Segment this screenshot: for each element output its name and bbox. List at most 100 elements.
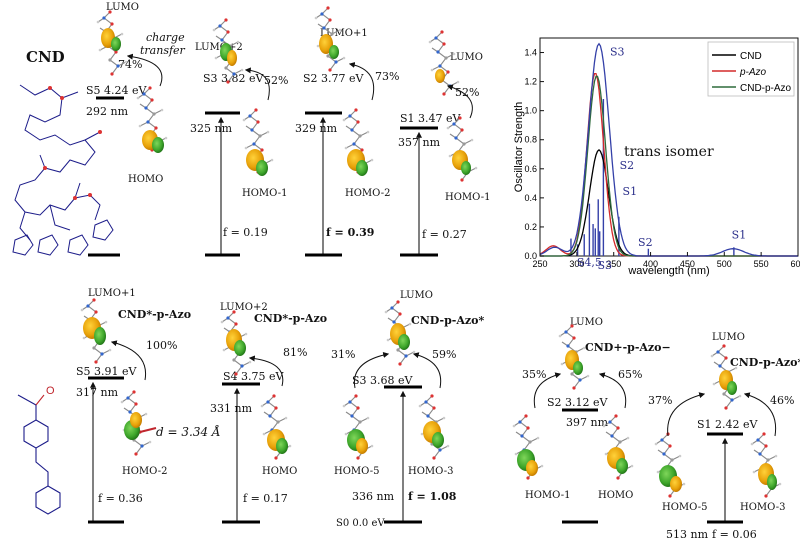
orbital-lower: HOMO-2 (345, 188, 390, 199)
x-tick-label-6: 550 (754, 259, 769, 269)
state-label: S3 3.82 eV (203, 72, 265, 85)
y-tick-label-7: 1.4 (524, 48, 537, 58)
charge-transfer-label-1: charge (146, 31, 185, 44)
orbital-lower: HOMO (598, 490, 633, 501)
y-tick-label-6: 1.2 (524, 77, 537, 87)
fragment-tag: CND*-p-Azo (254, 312, 327, 325)
orbital-lower: HOMO (262, 466, 297, 477)
state-label: S4 3.75 eV (223, 370, 285, 383)
wavelength-label: 331 nm (210, 402, 253, 415)
wavelength-label: 292 nm (86, 105, 129, 118)
annotation-2: S1 (623, 185, 638, 198)
oscillator-strength: f = 0.17 (243, 492, 288, 505)
wavelength-label: 325 nm (190, 122, 233, 135)
bottom-state-s1: LUMO CND-p-Azo* 37% 46% S1 2.42 eV HOMO-… (648, 332, 800, 541)
percentage: 100% (146, 339, 177, 352)
state-label: S2 3.12 eV (547, 396, 609, 409)
bottom-state-s2: LUMO CND+-p-Azo− 35% 65% S2 3.12 eV 397 … (522, 317, 671, 501)
charge-transfer-label-2: transfer (140, 44, 186, 57)
orbital-upper: LUMO (400, 290, 433, 301)
wavelength-label: 513 nm (666, 528, 709, 541)
distance-label: d = 3.34 Å (156, 424, 221, 439)
orbital-upper: LUMO+2 (195, 42, 243, 53)
legend-p-azo: p-Azo (739, 67, 767, 78)
cnd-structure-oxygens (43, 86, 102, 200)
wavelength-label: 397 nm (566, 416, 609, 429)
percentage: 81% (283, 346, 307, 359)
orbital-lower: HOMO (128, 174, 163, 185)
state-label: S1 2.42 eV (697, 418, 759, 431)
orbital-upper: LUMO (106, 2, 139, 13)
y-tick-label-5: 1.0 (524, 106, 537, 116)
fragment-tag: CND+-p-Azo− (585, 341, 671, 354)
x-tick-label-7: 600 (790, 259, 800, 269)
wavelength-label: 336 nm (352, 490, 395, 503)
cnd-label: CND (26, 48, 65, 66)
orbital-upper: LUMO (712, 332, 745, 343)
oscillator-strength: f = 0.27 (422, 228, 467, 241)
top-state-s5: S5 4.24 eV 292 nm LUMO 74% HOMO (86, 2, 163, 185)
percentage: 52% (264, 74, 288, 87)
oscillator-strength: f = 0.06 (712, 528, 757, 541)
state-label: S3 3.68 eV (352, 374, 414, 387)
y-axis-label: Oscillator Strength (513, 102, 525, 192)
cnd-structure (12, 84, 114, 256)
orbital-upper: LUMO+1 (88, 288, 136, 299)
bottom-state-s5: LUMO+1 CND*-p-Azo 100% S5 3.91 eV 317 nm… (76, 288, 221, 505)
oscillator-strength: f = 1.08 (408, 490, 457, 503)
series-line-0 (540, 149, 798, 257)
percentage: 46% (770, 394, 794, 407)
x-axis-label: wavelength (nm) (627, 265, 709, 277)
x-tick-label-4: 450 (680, 259, 695, 269)
trans-isomer-label: trans isomer (624, 144, 714, 160)
x-tick-label-0: 250 (532, 259, 547, 269)
fragment-tag: CND-p-Azo* (411, 314, 484, 327)
state-label: S1 3.47 eV (400, 112, 462, 125)
y-tick-label-2: 0.4 (524, 193, 537, 203)
state-label: S2 3.77 eV (303, 72, 365, 85)
orbital-lower: HOMO-5 (334, 466, 379, 477)
bottom-state-s3: LUMO CND-p-Azo* 31% 59% S3 3.68 eV HOMO-… (331, 290, 484, 529)
x-tick-label-1: 300 (569, 259, 584, 269)
orbital-upper: LUMO (570, 317, 603, 328)
series-line-3 (539, 42, 798, 257)
fragment-tag: CND*-p-Azo (118, 308, 191, 321)
state-label: S5 4.24 eV (86, 84, 148, 97)
p-azo-oxygen: O (46, 385, 55, 397)
orbital-lower: HOMO-3 (740, 502, 785, 513)
annotation-4: S1 (732, 229, 747, 242)
annotation-3: S2 (638, 236, 653, 249)
y-tick-label-0: 0.0 (524, 251, 537, 261)
orbital-upper: LUMO (450, 52, 483, 63)
top-state-s1: LUMO S1 3.47 eV 52% 357 nm HOMO-1 f = 0.… (398, 52, 490, 241)
percentage: 31% (331, 348, 355, 361)
orbital-lower: HOMO-1 (242, 188, 287, 199)
legend-cnd: CND (740, 51, 762, 62)
p-azo-structure (17, 394, 61, 515)
bottom-state-s4: LUMO+2 CND*-p-Azo 81% S4 3.75 eV 331 nm … (210, 302, 327, 505)
percentage: 35% (522, 368, 546, 381)
orbital-lower: HOMO-3 (408, 466, 453, 477)
percentage: 59% (432, 348, 456, 361)
x-tick-label-3: 400 (643, 259, 658, 269)
legend: CND p-Azo CND-p-Azo (707, 41, 795, 97)
fragment-tag: CND-p-Azo* (730, 356, 800, 369)
orbital-lower: HOMO-2 (122, 466, 167, 477)
top-state-s3: LUMO+2 S3 3.82 eV 52% 325 nm HOMO-1 f = … (190, 42, 288, 239)
x-tick-label-2: 350 (606, 259, 621, 269)
y-tick-label-4: 0.8 (524, 135, 537, 145)
oscillator-strength: f = 0.19 (223, 226, 268, 239)
annotation-5: S4,5 (577, 256, 602, 269)
legend-cnd-p-azo: CND-p-Azo (740, 83, 792, 94)
annotation-0: S3 (610, 45, 625, 58)
x-tick-label-5: 500 (717, 259, 732, 269)
orbital-lower: HOMO-5 (662, 502, 707, 513)
percentage: 65% (618, 368, 642, 381)
percentage: 37% (648, 394, 672, 407)
y-tick-label-1: 0.2 (524, 222, 537, 232)
annotation-1: S2 (620, 159, 635, 172)
y-tick-label-3: 0.6 (524, 164, 537, 174)
percentage: 52% (455, 86, 479, 99)
orbital-upper: LUMO+2 (220, 302, 268, 313)
oscillator-strength-chart: 250 300 350 400 450 500 550 600 0.0 0.2 0.4 0.6 0.8 1… (513, 37, 800, 277)
